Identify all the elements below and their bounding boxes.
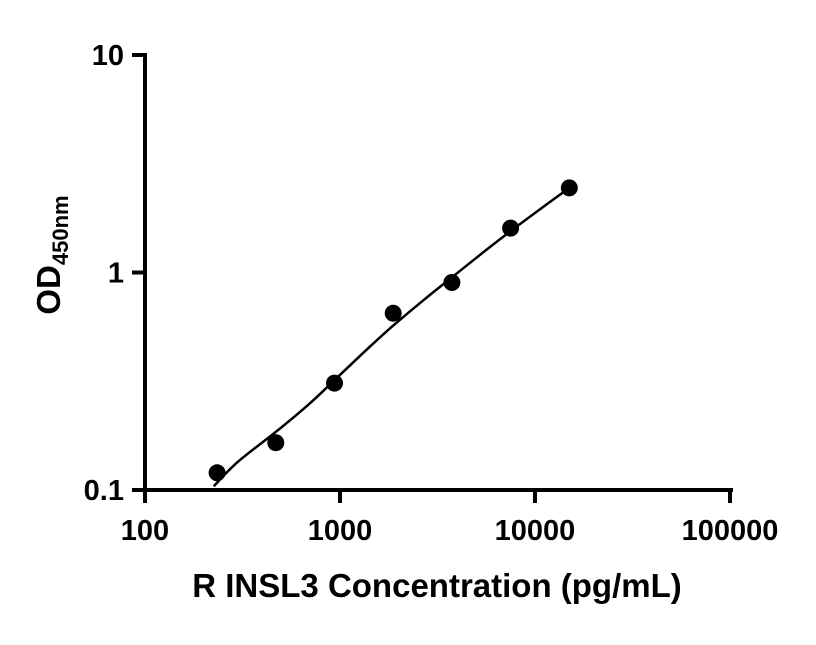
data-points	[208, 179, 578, 482]
y-axis-title: OD450nm	[30, 195, 73, 314]
data-point	[326, 374, 343, 392]
data-point	[267, 434, 285, 452]
x-tick-label: 1000	[308, 515, 373, 547]
x-tick-label: 10000	[495, 515, 576, 547]
y-axis-ticks: 0.1 1 10	[84, 40, 145, 507]
y-tick-label: 10	[92, 40, 124, 72]
y-tick-label: 0.1	[84, 475, 124, 507]
x-tick-label: 100	[121, 515, 169, 547]
x-axis-title: R INSL3 Concentration (pg/mL)	[192, 567, 682, 604]
data-point	[560, 179, 578, 197]
data-point	[502, 219, 520, 237]
x-axis-ticks: 100 1000 10000 100000	[121, 490, 779, 547]
data-point	[443, 274, 461, 291]
y-tick-label: 1	[108, 258, 124, 290]
y-axis-title-main: OD	[30, 265, 67, 315]
data-point	[384, 304, 402, 322]
data-point	[208, 464, 226, 482]
x-tick-label: 100000	[682, 515, 779, 547]
y-axis-title-subscript: 450nm	[48, 195, 73, 265]
